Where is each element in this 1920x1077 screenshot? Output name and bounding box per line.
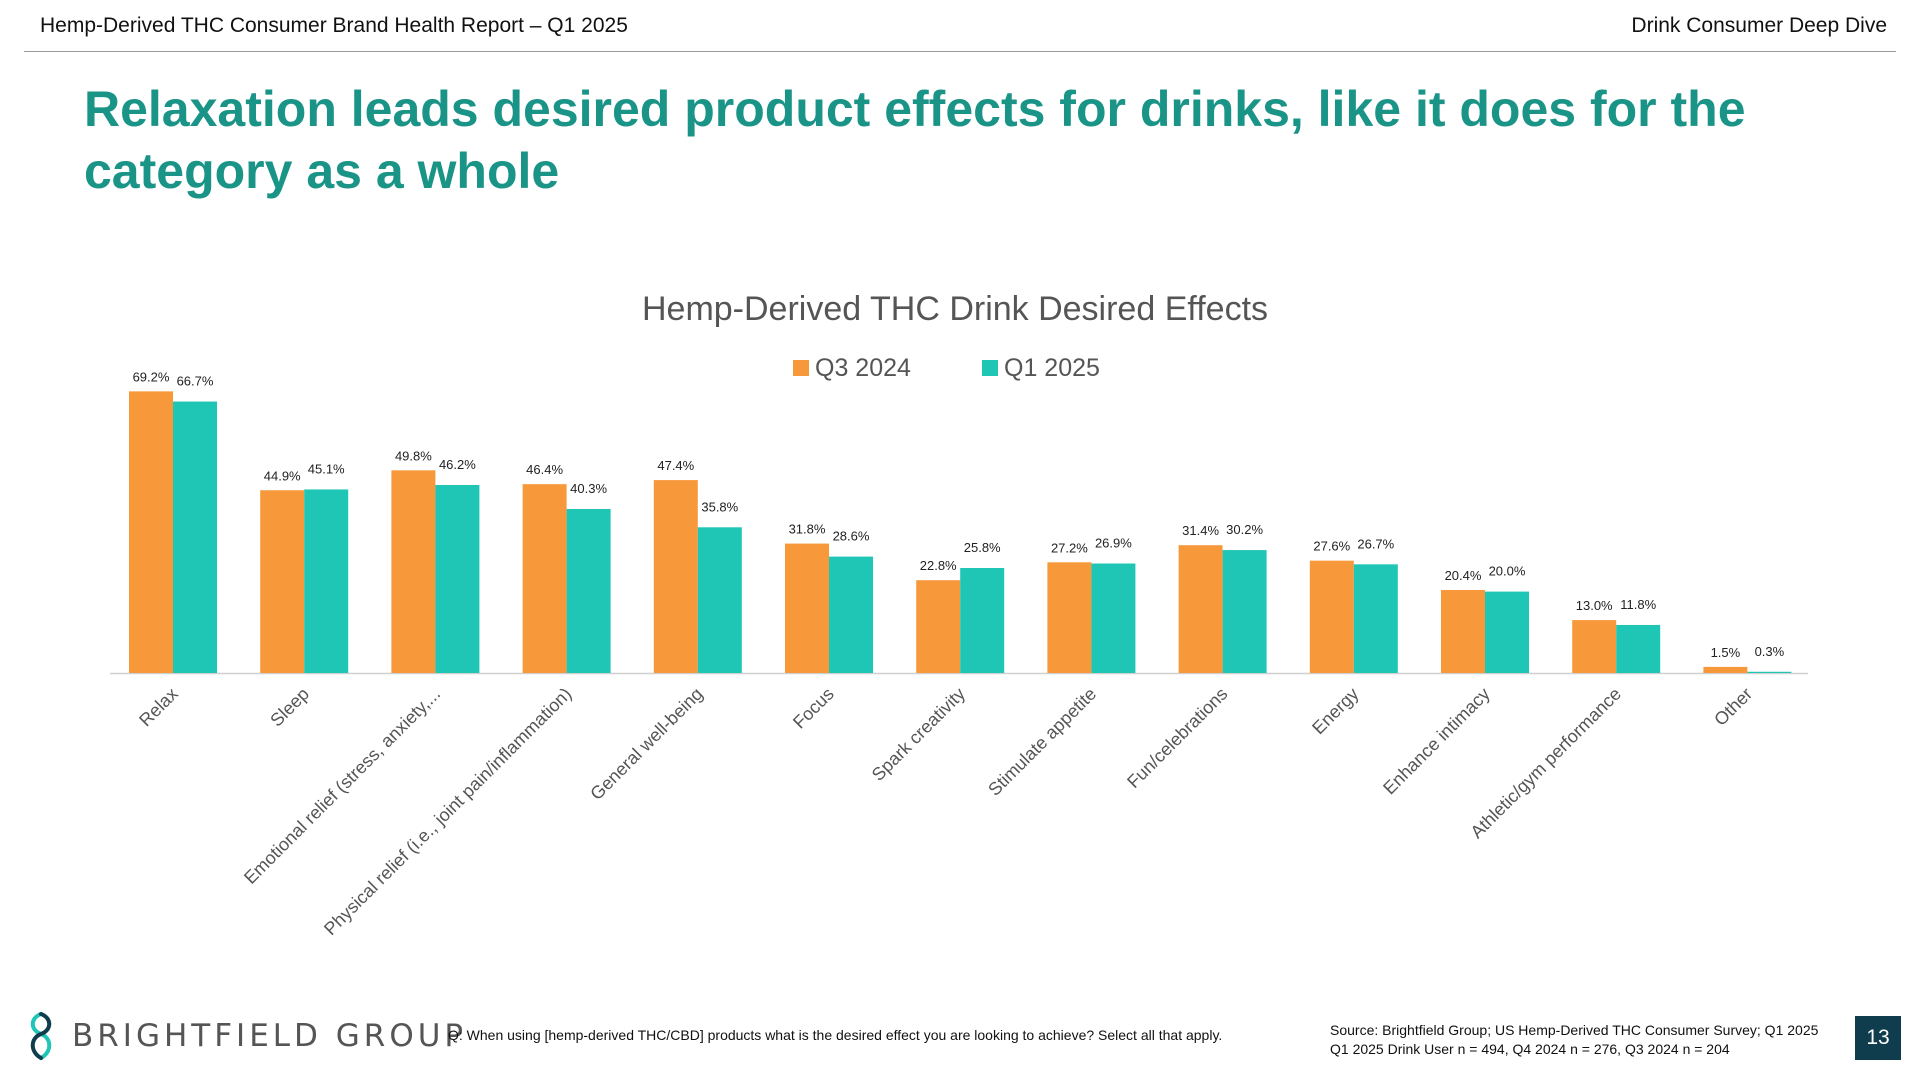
category-label: Focus	[789, 684, 838, 733]
data-label: 20.4%	[1445, 568, 1482, 583]
data-label: 47.4%	[657, 458, 694, 473]
data-label: 22.8%	[920, 558, 957, 573]
source-note: Source: Brightfield Group; US Hemp-Deriv…	[1330, 1021, 1850, 1059]
bar-q1-2025	[1747, 671, 1792, 673]
category-label: Athletic/gym performance	[1467, 684, 1625, 842]
bar-q3-2024	[1572, 620, 1617, 673]
brightfield-logo: BRIGHTFIELD GROUP	[24, 1010, 467, 1062]
chart-title: Hemp-Derived THC Drink Desired Effects	[642, 290, 1268, 328]
legend-swatch-1	[793, 360, 809, 376]
bar-q1-2025	[1353, 564, 1398, 673]
legend-label-2: Q1 2025	[1004, 354, 1100, 382]
bar-q3-2024	[1047, 562, 1092, 673]
survey-question: Q: When using [hemp-derived THC/CBD] pro…	[448, 1027, 1223, 1043]
data-label: 35.8%	[701, 499, 738, 514]
category-label: Physical relief (i.e., joint pain/inflam…	[320, 684, 575, 939]
source-line-1: Source: Brightfield Group; US Hemp-Deriv…	[1330, 1022, 1819, 1038]
legend-swatch-2	[982, 360, 998, 376]
bar-q1-2025	[435, 484, 480, 673]
bar-q1-2025	[960, 567, 1005, 673]
data-label: 46.2%	[439, 457, 476, 472]
data-label: 27.6%	[1313, 539, 1350, 554]
bar-q3-2024	[653, 480, 698, 673]
header-divider	[24, 51, 1896, 52]
bar-q3-2024	[129, 391, 173, 673]
bar-q3-2024	[1178, 545, 1223, 673]
bar-q3-2024	[916, 580, 961, 673]
page-number: 13	[1855, 1016, 1901, 1060]
bar-q3-2024	[260, 490, 305, 673]
category-label: Sleep	[266, 684, 313, 731]
data-label: 0.3%	[1755, 644, 1785, 659]
bar-q1-2025	[1616, 624, 1661, 673]
category-label: Spark creativity	[868, 684, 969, 785]
data-label: 69.2%	[133, 369, 170, 384]
bar-q1-2025	[1222, 550, 1267, 673]
bar-q3-2024	[1441, 589, 1485, 673]
data-label: 30.2%	[1226, 522, 1263, 537]
data-label: 26.7%	[1357, 536, 1394, 551]
data-label: 66.7%	[177, 374, 214, 389]
category-label: Energy	[1308, 684, 1362, 738]
bar-q3-2024	[1309, 560, 1354, 673]
slide-title: Relaxation leads desired product effects…	[84, 81, 1746, 199]
bar-q3-2024	[522, 484, 567, 673]
data-label: 44.9%	[264, 468, 301, 483]
data-label: 45.1%	[308, 461, 345, 476]
legend-label-1: Q3 2024	[815, 354, 911, 382]
data-label: 20.0%	[1489, 564, 1526, 579]
report-title: Hemp-Derived THC Consumer Brand Health R…	[40, 14, 628, 37]
category-label: Other	[1710, 684, 1756, 730]
data-label: 46.4%	[526, 462, 563, 477]
category-label: General well-being	[586, 684, 706, 804]
logo-wordmark: BRIGHTFIELD GROUP	[72, 1018, 468, 1054]
bar-q1-2025	[566, 508, 611, 673]
data-label: 31.8%	[789, 522, 826, 537]
source-line-2: Q1 2025 Drink User n = 494, Q4 2024 n = …	[1330, 1041, 1730, 1057]
data-label: 28.6%	[833, 529, 870, 544]
bar-q1-2025	[1091, 563, 1136, 673]
bar-q1-2025	[173, 401, 217, 673]
data-label: 49.8%	[395, 448, 432, 463]
data-label: 26.9%	[1095, 536, 1132, 551]
bar-q1-2025	[829, 556, 873, 673]
data-label: 31.4%	[1182, 523, 1219, 538]
category-label: Enhance intimacy	[1379, 684, 1494, 799]
data-label: 1.5%	[1711, 645, 1741, 660]
data-label: 40.3%	[570, 481, 607, 496]
bar-q3-2024	[785, 543, 829, 673]
data-label: 27.2%	[1051, 540, 1088, 555]
bar-chart: Hemp-Derived THC Drink Desired Effects Q3…	[110, 290, 1808, 939]
data-label: 25.8%	[964, 540, 1001, 555]
brightfield-logo-icon	[30, 1012, 52, 1060]
category-label: Stimulate appetite	[984, 684, 1100, 800]
bar-q1-2025	[304, 489, 349, 673]
section-title: Drink Consumer Deep Dive	[1631, 14, 1887, 37]
category-label: Fun/celebrations	[1123, 684, 1231, 792]
category-label: Relax	[135, 684, 182, 731]
bar-q3-2024	[1703, 666, 1748, 673]
data-label: 13.0%	[1576, 598, 1613, 613]
data-label: 11.8%	[1620, 597, 1656, 612]
bar-q3-2024	[391, 470, 436, 673]
bar-q1-2025	[697, 527, 742, 673]
bar-q1-2025	[1485, 591, 1529, 673]
